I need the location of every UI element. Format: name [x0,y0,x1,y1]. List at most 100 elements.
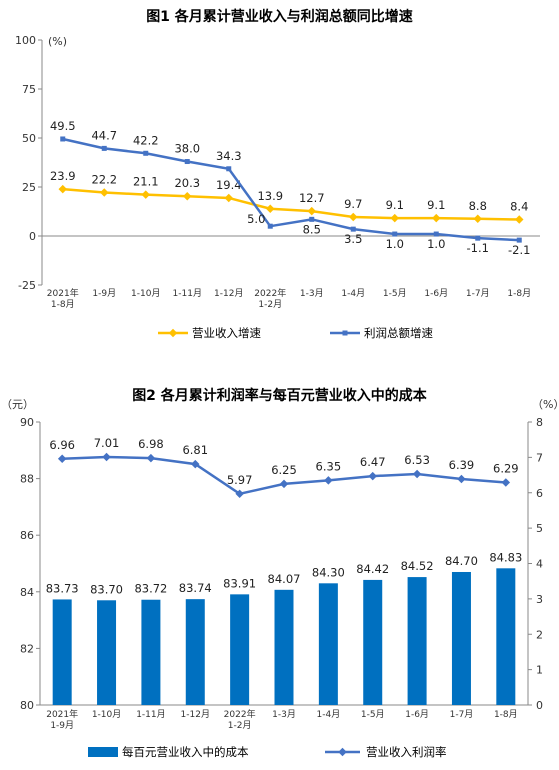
chart1-revenue-point [266,204,275,213]
chart2-right-tick-label: 8 [536,416,543,429]
chart2-x-tick-label: 1-6月 [405,709,429,720]
chart2-right-tick-label: 7 [536,451,543,464]
chart2-bar-label: 84.70 [445,554,478,568]
chart1-revenue-point [307,206,316,216]
chart1-legend-marker [342,330,348,336]
chart2-line-point [368,471,377,481]
chart1-data-label: 8.4 [510,200,528,214]
chart1-revenue-point [183,191,192,201]
chart1-y-tick-label: 75 [22,83,36,96]
chart2-x-tick-label: 2021年 [46,708,78,720]
chart1-x-tick-label: 1-8月 [51,299,75,310]
chart2-right-tick-label: 5 [536,522,543,535]
chart1-revenue-point [349,212,358,222]
chart1-x-tick-label: 1-4月 [341,288,365,299]
chart2-x-tick-label: 1-10月 [92,709,121,720]
chart1-profit-point [60,136,66,142]
chart2-x-tick-label: 1-4月 [317,709,341,720]
chart1-data-label: 20.3 [174,176,200,190]
chart1-y-tick-label: -25 [18,279,36,292]
chart2-right-tick-label: 4 [536,558,543,571]
chart1-x-tick-label: 1-12月 [214,288,243,299]
chart1-profit-point [309,216,315,222]
chart2-legend-bar-label: 每百元营业收入中的成本 [122,745,249,759]
chart2-x-tick-label: 1-8月 [494,709,518,720]
chart2-line-point [457,474,466,484]
chart1-data-label: 9.7 [344,197,362,211]
chart2-bar-label: 83.70 [90,582,123,596]
chart1-x-tick-label: 1-9月 [92,288,116,299]
chart2-title: 图2 各月累计利润率与每百元营业收入中的成本 [132,388,427,404]
chart1-data-label: 34.3 [216,149,242,163]
chart2-bar-label: 84.52 [401,559,434,573]
chart1-x-tick-label: 2021年 [47,287,79,299]
chart1-profit-point [267,223,273,229]
chart2-right-tick-label: 1 [536,664,543,677]
chart2-left-tick-label: 90 [20,416,34,429]
chart2-bar-label: 84.30 [312,565,345,579]
chart2-bar [141,599,161,705]
chart1-revenue-point [224,193,233,203]
chart2-line-point [191,459,200,469]
chart2-right-tick-label: 0 [536,699,543,712]
chart2-left-tick-label: 88 [20,473,34,486]
chart2-x-tick-label: 1-5月 [361,709,385,720]
chart1-profit-point [350,226,356,232]
chart2-bar-label: 84.42 [356,562,389,576]
chart2-line-point [235,489,244,499]
chart2-right-tick-label: 3 [536,593,543,606]
chart1-data-label: 1.0 [386,237,404,251]
chart1-profit-point [143,150,149,156]
chart1-data-label: 5.0 [247,212,265,226]
chart2-x-tick-label: 1-11月 [136,709,165,720]
chart1-data-label: 22.2 [91,172,117,186]
chart1-x-tick-label: 1-2月 [258,299,282,310]
chart2-bar-label: 84.83 [489,550,522,564]
chart1-data-label: -1.1 [467,241,489,255]
chart2-bar-label: 83.91 [223,576,256,590]
chart1-x-tick-label: 1-5月 [383,288,407,299]
chart1-data-label: 9.1 [386,198,404,212]
chart2-bar [274,589,294,705]
chart2-line-label: 6.35 [316,459,342,473]
chart2-line-label: 7.01 [94,436,120,450]
chart1-revenue-point [58,184,67,194]
chart1-revenue-point [100,188,109,197]
chart1-x-tick-label: 1-8月 [507,288,531,299]
chart2-line-point [412,469,422,479]
chart1-title: 图1 各月累计营业收入与利润总额同比增速 [146,9,413,25]
chart2-left-tick-label: 84 [20,586,34,599]
chart2-line-point [501,478,511,487]
chart1-data-label: 8.5 [303,222,321,236]
chart2-x-tick-label: 2022年 [224,708,256,720]
chart1-revenue-point [141,190,150,199]
chart2-bar [363,579,383,705]
chart1-data-label: 38.0 [174,142,200,156]
chart1-profit-point [475,235,481,241]
chart1-y-tick-label: 50 [22,132,36,145]
chart2-x-tick-label: 1-9月 [50,720,74,731]
chart1-profit-point [433,231,439,237]
chart1-profit-point [516,237,522,243]
chart1-data-label: 1.0 [427,237,445,251]
chart1-x-tick-label: 1-7月 [466,288,490,299]
chart2-line-label: 6.81 [182,443,208,457]
chart1-revenue-point [473,214,482,223]
chart2-line-point [324,476,333,485]
chart2-left-tick-label: 86 [20,529,34,542]
chart1-data-label: 21.1 [133,175,159,189]
chart2-legend-line-label: 营业收入利润率 [366,745,447,759]
chart1-y-unit: (%) [48,35,67,48]
chart1-x-tick-label: 1-10月 [131,288,160,299]
chart1-series-line-0 [62,187,520,221]
chart1-y-tick-label: 100 [15,34,36,47]
chart2-bar [97,600,117,705]
chart2-bar [185,599,205,705]
chart1-y-tick-label: 0 [29,230,36,243]
chart1-y-tick-label: 25 [22,181,36,194]
chart1-data-label: 49.5 [50,119,76,133]
chart1-x-tick-label: 2022年 [254,287,286,299]
chart2-line-point [102,452,111,462]
chart2-bar [52,599,72,705]
